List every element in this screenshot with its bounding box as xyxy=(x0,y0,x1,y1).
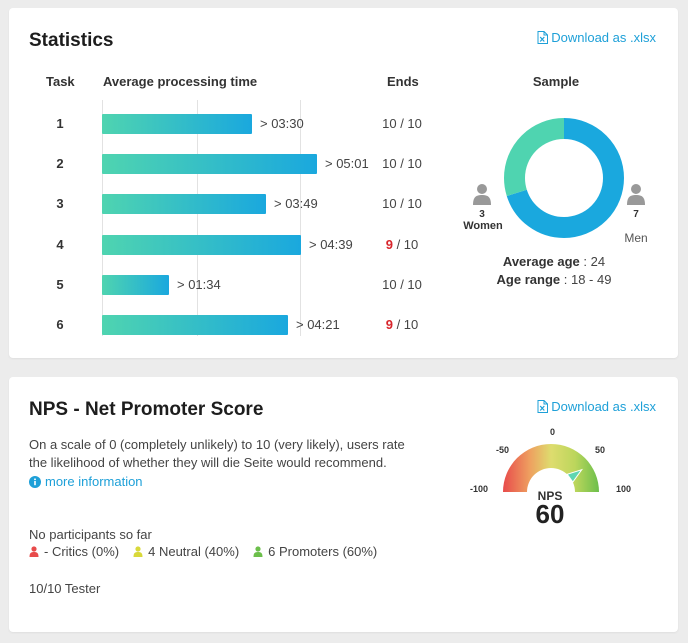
no-participants-text: No participants so far xyxy=(29,527,152,542)
legend-promoters: 6 Promoters (60%) xyxy=(253,544,377,559)
statistics-download-link[interactable]: Download as .xlsx xyxy=(537,30,656,45)
ends-completed: 9 xyxy=(385,237,393,252)
processing-time-bar xyxy=(102,114,252,134)
ends-value: 10 / 10 xyxy=(380,156,424,171)
nps-card: NPS - Net Promoter Score Download as .xl… xyxy=(9,377,678,632)
grid-line xyxy=(197,100,198,336)
processing-time-bar xyxy=(102,194,266,214)
gauge-tick-50: 50 xyxy=(595,445,606,455)
gauge-tick-minus-100: -100 xyxy=(470,484,489,494)
nps-download-link[interactable]: Download as .xlsx xyxy=(537,399,656,414)
header-ends: Ends xyxy=(387,74,419,89)
nps-download-label: Download as .xlsx xyxy=(551,399,656,414)
nps-score-value: 60 xyxy=(535,499,565,529)
man-person-icon xyxy=(627,184,645,205)
ends-separator: / xyxy=(396,156,408,171)
processing-time-label: > 01:34 xyxy=(177,277,221,292)
ends-separator: / xyxy=(392,317,404,332)
statistics-download-label: Download as .xlsx xyxy=(551,30,656,45)
task-number: 5 xyxy=(56,277,64,292)
processing-time-label: > 04:21 xyxy=(296,317,340,332)
task-number: 6 xyxy=(56,317,64,332)
ends-value: 10 / 10 xyxy=(380,277,424,292)
legend-critics: - Critics (0%) xyxy=(29,544,119,559)
excel-file-icon xyxy=(537,400,549,413)
ends-completed: 9 xyxy=(385,317,393,332)
processing-time-label: > 03:30 xyxy=(260,116,304,131)
info-icon xyxy=(29,475,41,488)
ends-value: 9 / 10 xyxy=(380,237,424,252)
nps-title: NPS - Net Promoter Score xyxy=(29,399,264,420)
more-information-label: more information xyxy=(45,474,143,489)
neutral-person-icon xyxy=(133,546,143,557)
ends-value: 9 / 10 xyxy=(380,317,424,332)
header-task: Task xyxy=(46,74,75,89)
ends-separator: / xyxy=(396,116,408,131)
processing-time-label: > 05:01 xyxy=(325,156,369,171)
ends-completed: 10 xyxy=(382,277,397,292)
average-age: Average age : 24 xyxy=(502,254,606,269)
ends-total: 10 xyxy=(407,156,422,171)
statistics-title: Statistics xyxy=(29,30,114,51)
tester-count: 10/10 Tester xyxy=(29,581,101,596)
ends-total: 10 xyxy=(407,196,422,211)
task-number: 4 xyxy=(56,237,64,252)
average-age-label: Average age xyxy=(502,254,580,269)
gauge-tick-minus-50: -50 xyxy=(496,445,510,455)
age-range-value: 18 - 49 xyxy=(570,272,612,287)
ends-value: 10 / 10 xyxy=(380,116,424,131)
processing-time-bar xyxy=(102,315,288,335)
ends-completed: 10 xyxy=(382,196,397,211)
processing-time-label: > 03:49 xyxy=(274,196,318,211)
age-range-label: Age range xyxy=(496,272,561,287)
average-age-value: 24 xyxy=(590,254,606,269)
ends-total: 10 xyxy=(403,317,419,332)
legend-neutral: 4 Neutral (40%) xyxy=(133,544,239,559)
women-label: Women xyxy=(463,220,503,232)
grid-line xyxy=(102,100,103,336)
more-information-link[interactable]: more information xyxy=(29,474,143,489)
ends-total: 10 xyxy=(403,237,419,252)
promoters-person-icon xyxy=(253,546,263,557)
task-number: 2 xyxy=(56,156,64,171)
ends-separator: / xyxy=(392,237,404,252)
ends-separator: / xyxy=(396,277,408,292)
ends-separator: / xyxy=(396,196,408,211)
ends-completed: 10 xyxy=(382,116,397,131)
header-avg-time: Average processing time xyxy=(103,74,258,89)
gauge-tick-100: 100 xyxy=(616,484,632,494)
grid-line xyxy=(300,100,301,336)
nps-legend: - Critics (0%) 4 Neutral (40%) 6 Promote… xyxy=(29,544,377,559)
critics-person-icon xyxy=(29,546,39,557)
legend-neutral-label: 4 Neutral (40%) xyxy=(148,544,240,559)
men-count: 7 xyxy=(633,209,639,220)
processing-time-label: > 04:39 xyxy=(309,237,353,252)
gauge-needle xyxy=(566,468,584,483)
women-donut-segment xyxy=(504,118,624,238)
women-count: 3 xyxy=(479,209,485,220)
legend-critics-label: - Critics (0%) xyxy=(44,544,120,559)
excel-file-icon xyxy=(537,31,549,44)
legend-promoters-label: 6 Promoters (60%) xyxy=(268,544,378,559)
ends-total: 10 xyxy=(407,116,422,131)
ends-total: 10 xyxy=(407,277,422,292)
header-sample: Sample xyxy=(532,74,580,89)
sample-donut-chart xyxy=(504,118,624,238)
woman-person-icon xyxy=(473,184,491,205)
statistics-card: Statistics Download as .xlsx Task Averag… xyxy=(9,8,678,358)
processing-time-bar xyxy=(102,154,317,174)
task-number: 3 xyxy=(56,196,64,211)
age-range: Age range : 18 - 49 xyxy=(496,272,612,287)
nps-gauge xyxy=(503,444,599,492)
men-label: Men xyxy=(624,231,648,245)
processing-time-bar xyxy=(102,275,169,295)
ends-value: 10 / 10 xyxy=(380,196,424,211)
processing-time-bar xyxy=(102,235,301,255)
task-number: 1 xyxy=(56,116,64,131)
ends-completed: 10 xyxy=(382,156,397,171)
nps-description: On a scale of 0 (completely unlikely) to… xyxy=(29,437,405,470)
gauge-tick-0: 0 xyxy=(550,427,556,437)
nps-gauge-label: NPS xyxy=(537,489,563,503)
